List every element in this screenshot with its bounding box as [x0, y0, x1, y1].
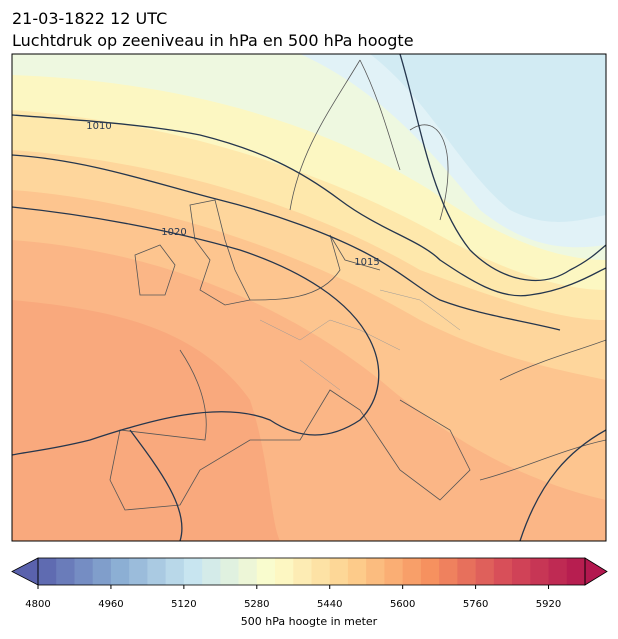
colorbar-segment [238, 558, 258, 585]
title-line: 21-03-1822 12 UTC [12, 9, 167, 28]
colorbar-segment [493, 558, 513, 585]
colorbar-segment [530, 558, 550, 585]
colorbar-segment [165, 558, 185, 585]
colorbar: 4800 4960 5120 5280 5440 5600 5760 5920 [11, 557, 608, 610]
colorbar-segment [366, 558, 385, 585]
colorbar-segment [566, 558, 586, 585]
colorbar-segment [220, 558, 240, 585]
colorbar-segment [202, 558, 221, 585]
colorbar-segment [129, 558, 148, 585]
colorbar-tick-label: 5120 [171, 599, 196, 610]
colorbar-segment [38, 558, 57, 585]
colorbar-segment [439, 558, 458, 585]
colorbar-segment [147, 558, 167, 585]
colorbar-segment [74, 558, 94, 585]
colorbar-tick-label: 5760 [463, 599, 488, 610]
contour-label: 1015 [354, 257, 379, 268]
colorbar-segment [384, 558, 404, 585]
colorbar-tick-label: 5600 [390, 599, 415, 610]
contour-label: 1020 [161, 227, 186, 238]
colorbar-segment [311, 558, 331, 585]
colorbar-segment [56, 558, 75, 585]
colorbar-segment [110, 558, 130, 585]
colorbar-segment [402, 558, 422, 585]
map-frame [11, 53, 607, 542]
colorbar-segment [548, 558, 568, 585]
map [12, 54, 606, 541]
colorbar-extend-low [11, 557, 39, 586]
colorbar-extend-high [584, 557, 608, 586]
colorbar-segment [512, 558, 531, 585]
colorbar-segment [183, 558, 203, 585]
colorbar-tick-label: 5280 [244, 599, 269, 610]
colorbar-tick-label: 5440 [317, 599, 342, 610]
colorbar-tick-label: 4800 [25, 599, 50, 610]
colorbar-segment [475, 558, 495, 585]
colorbar-segment [293, 558, 312, 585]
colorbar-segment [275, 558, 294, 585]
colorbar-label: 500 hPa hoogte in meter [241, 615, 378, 628]
colorbar-segment [256, 558, 276, 585]
colorbar-segment [329, 558, 349, 585]
colorbar-tick-label: 5920 [536, 599, 561, 610]
colorbar-segment [347, 558, 367, 585]
colorbar-segment [92, 558, 112, 585]
title-line: Luchtdruk op zeeniveau in hPa en 500 hPa… [12, 31, 414, 50]
colorbar-tick-label: 4960 [98, 599, 123, 610]
colorbar-segment [420, 558, 440, 585]
colorbar-segment [457, 558, 477, 585]
colorbar-frame [37, 557, 586, 586]
contour-label: 1010 [86, 121, 111, 132]
